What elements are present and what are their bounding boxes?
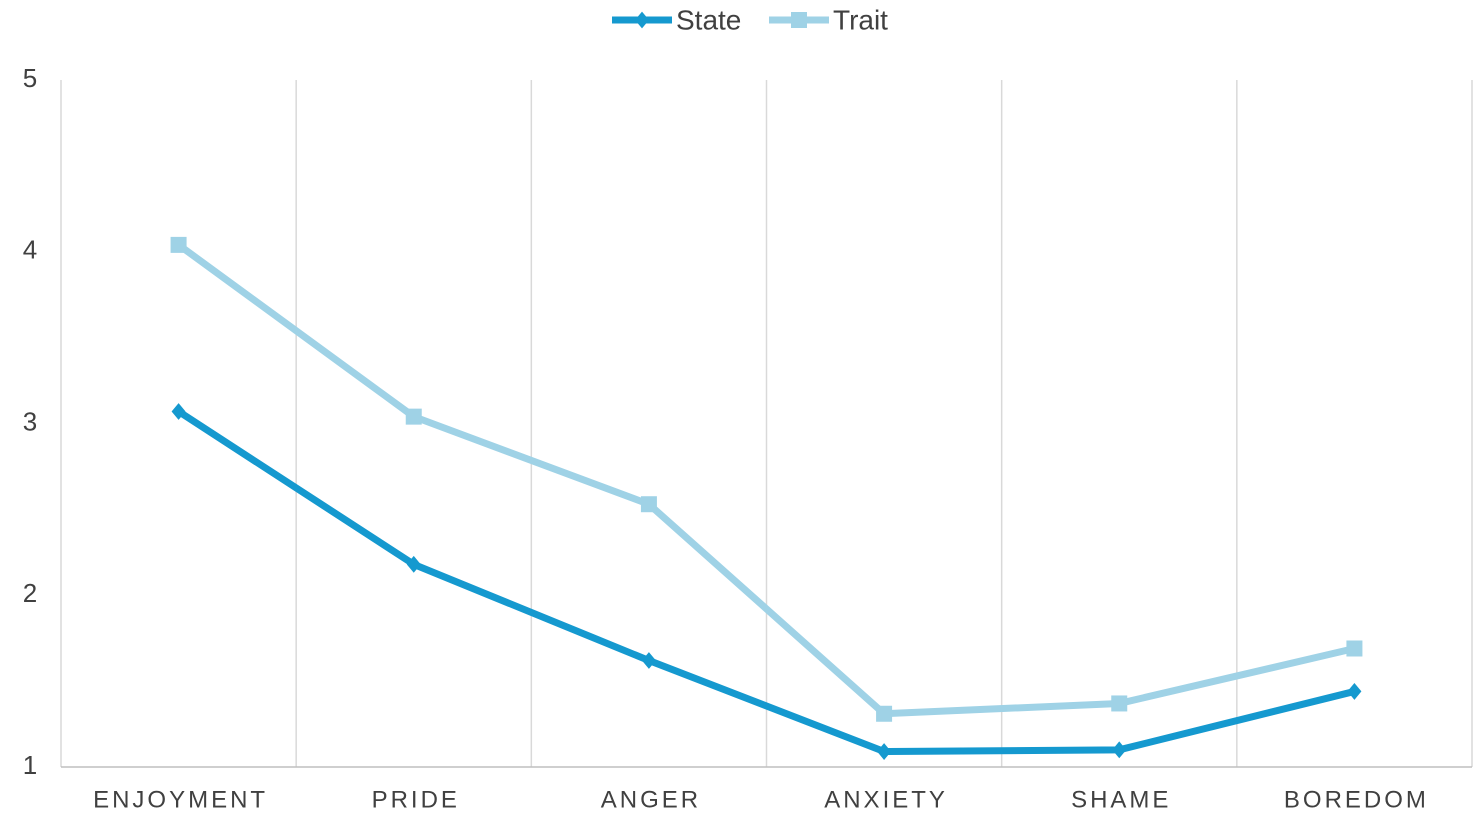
legend-label: State xyxy=(676,4,741,35)
point-marker xyxy=(640,496,657,513)
point-marker xyxy=(876,705,893,722)
legend-label: Trait xyxy=(833,4,888,35)
series-line xyxy=(176,408,1356,756)
legend-marker xyxy=(635,11,649,29)
point-marker xyxy=(641,652,656,669)
point-marker xyxy=(1346,640,1363,657)
x-tick-label: PRIDE xyxy=(372,786,460,813)
series-line xyxy=(176,242,1356,718)
y-tick-label: 1 xyxy=(23,750,37,780)
y-tick-label: 3 xyxy=(23,406,37,436)
y-tick-label: 5 xyxy=(23,63,37,93)
point-marker xyxy=(406,555,421,573)
point-marker xyxy=(405,408,422,425)
point-marker xyxy=(170,236,187,253)
x-tick-label: ANXIETY xyxy=(824,786,948,813)
y-tick-label: 2 xyxy=(23,578,37,608)
x-tick-label: BOREDOM xyxy=(1284,786,1429,813)
point-marker xyxy=(1112,741,1127,759)
point-marker xyxy=(1347,683,1362,700)
point-marker xyxy=(171,403,186,420)
x-tick-label: SHAME xyxy=(1071,786,1171,813)
x-tick-label: ANGER xyxy=(601,786,701,813)
point-marker xyxy=(1111,695,1128,712)
point-marker xyxy=(877,743,892,760)
legend-marker xyxy=(791,12,807,28)
x-tick-label: ENJOYMENT xyxy=(93,786,268,813)
y-tick-label: 4 xyxy=(23,235,37,265)
